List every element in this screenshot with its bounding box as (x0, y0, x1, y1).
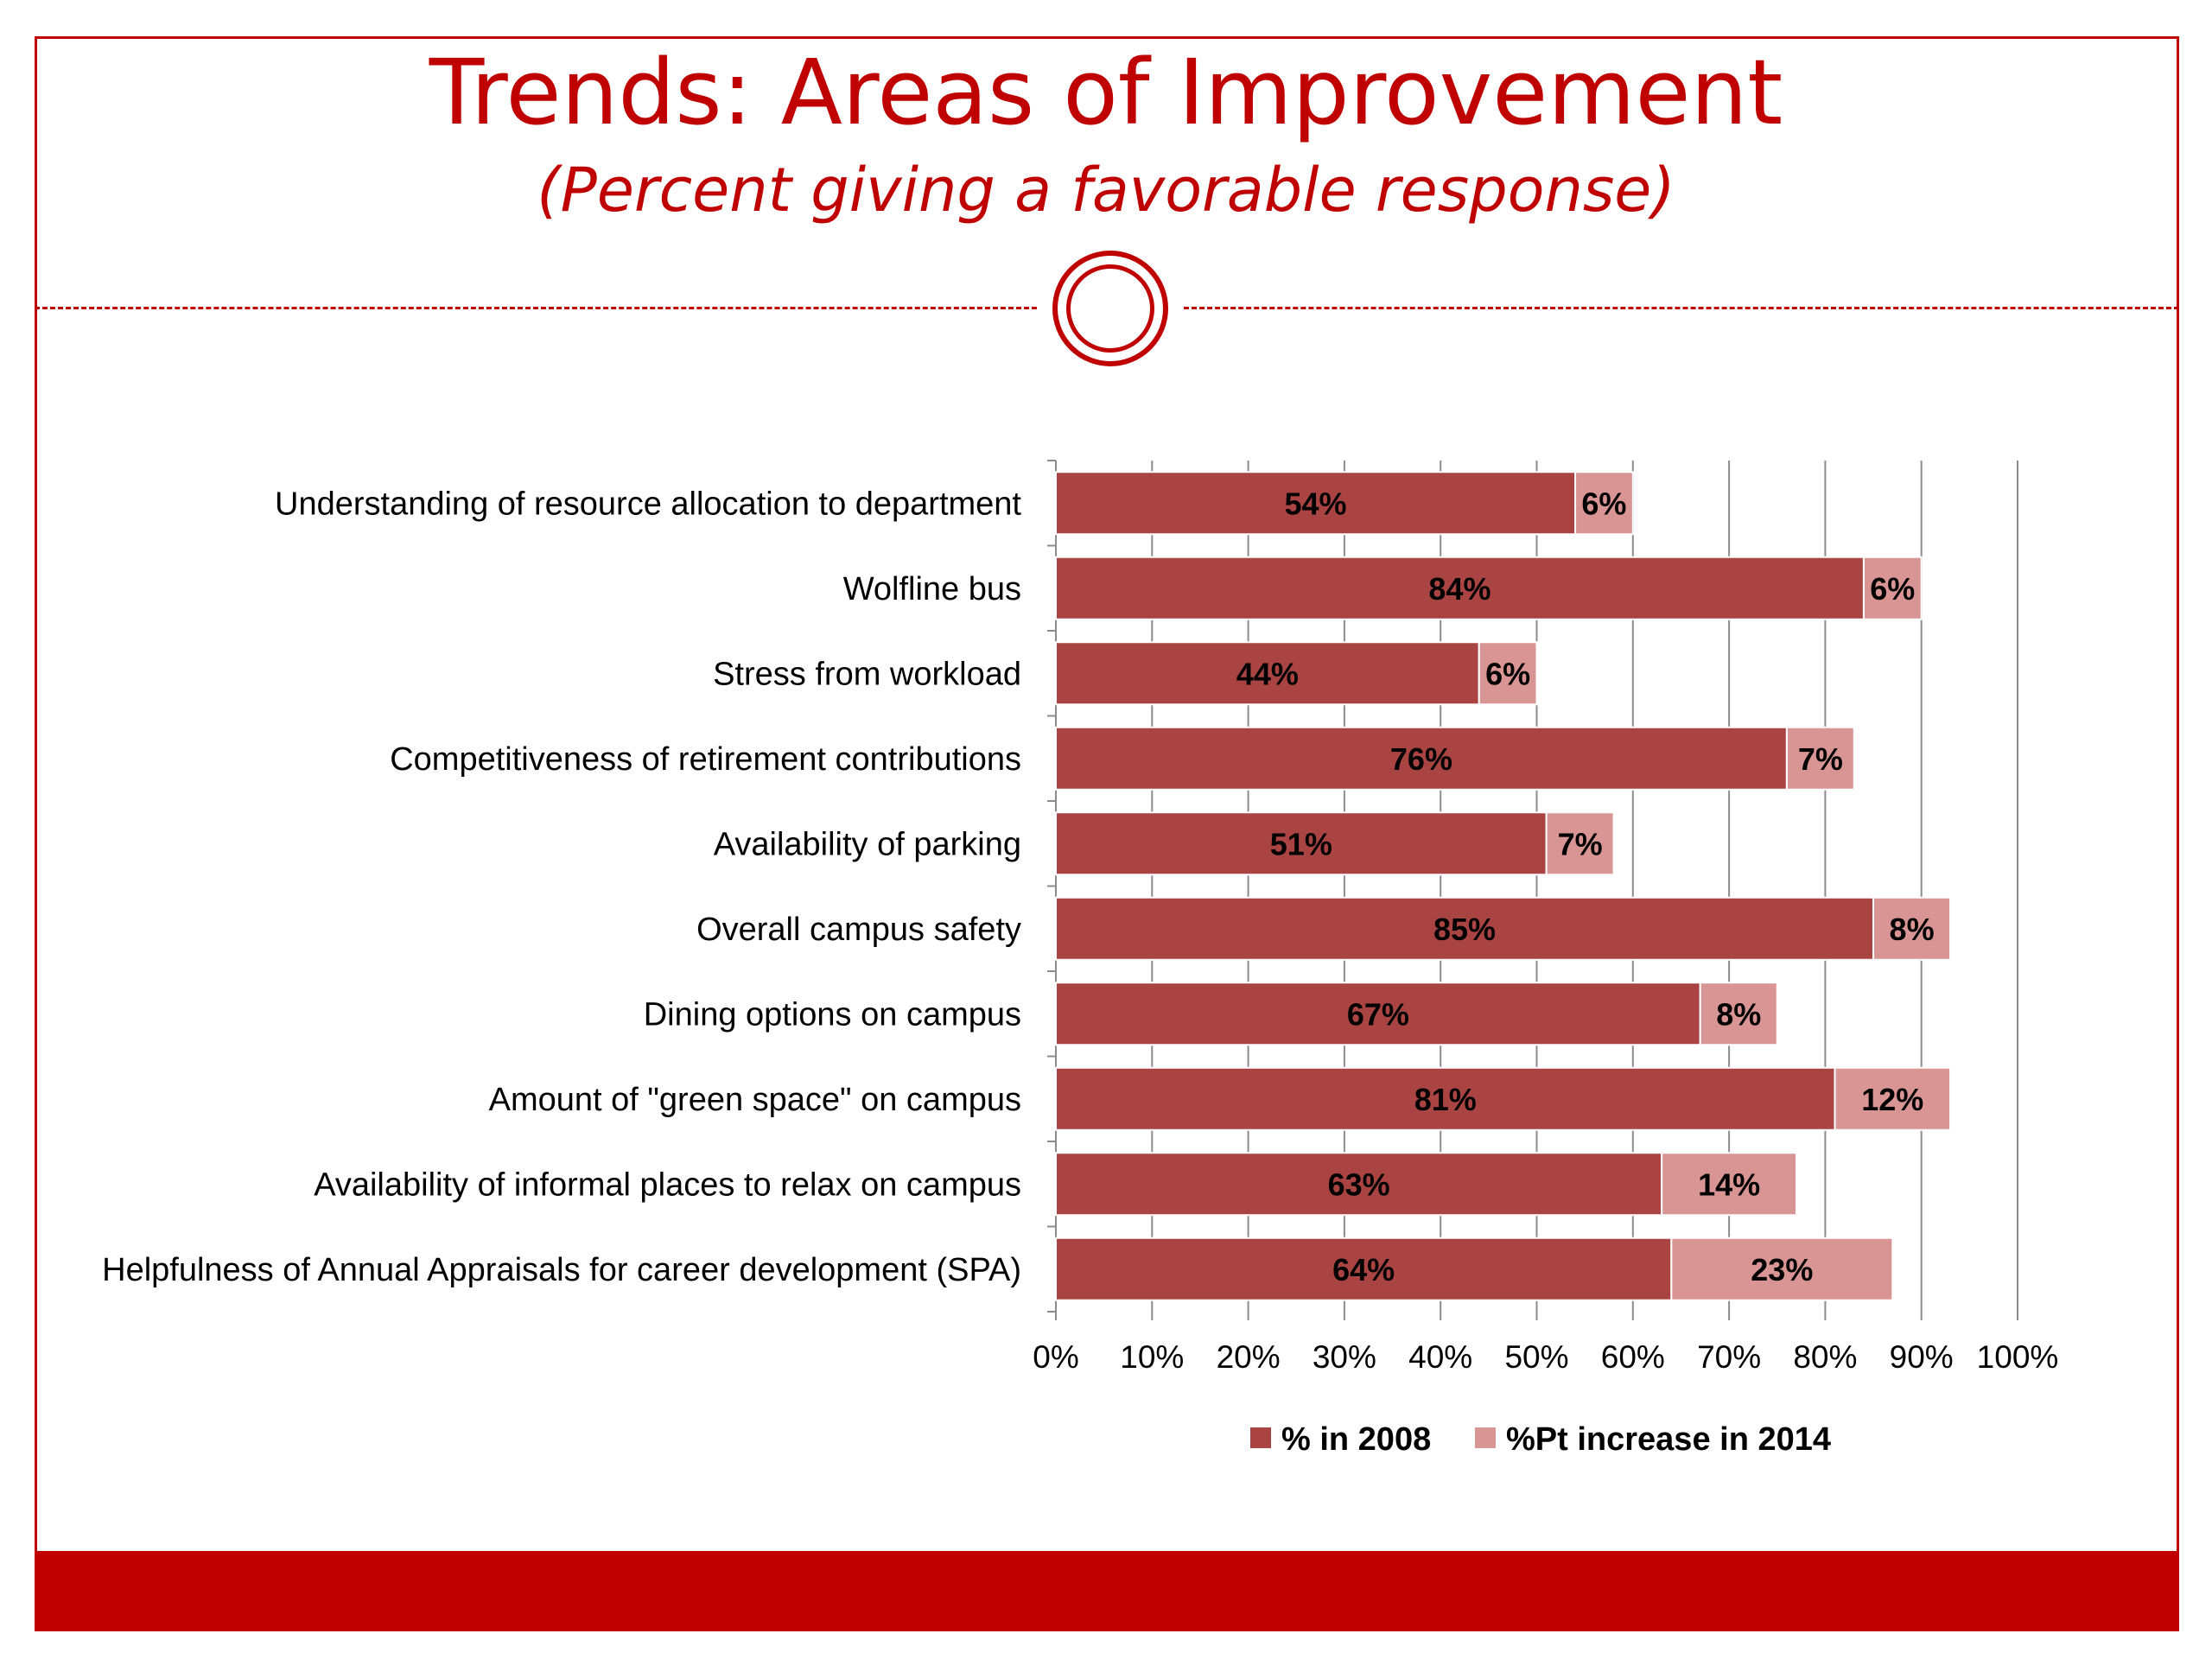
category-label: Availability of parking (714, 826, 1021, 862)
bar-increase-2014 (1862, 556, 1923, 620)
x-tick-label: 20% (1217, 1339, 1281, 1375)
category-label: Amount of "green space" on campus (489, 1082, 1021, 1118)
category-label: Stress from workload (713, 656, 1021, 692)
data-label: 8% (1716, 996, 1761, 1032)
bar-2008 (1055, 641, 1480, 706)
bar-increase-2014 (1699, 982, 1778, 1046)
category-label: Understanding of resource allocation to … (275, 486, 1021, 522)
bar-increase-2014 (1834, 1066, 1952, 1131)
data-label: 7% (1558, 826, 1603, 861)
bar-2008 (1055, 811, 1548, 876)
bar-increase-2014 (1574, 471, 1634, 536)
data-label: 23% (1751, 1252, 1813, 1287)
bar-increase-2014 (1785, 726, 1855, 791)
data-label: 64% (1332, 1252, 1395, 1287)
ring-ornament (1052, 251, 1168, 366)
x-tick-label: 30% (1313, 1339, 1376, 1375)
x-tick-label: 50% (1504, 1339, 1568, 1375)
category-label: Competitiveness of retirement contributi… (390, 741, 1021, 778)
data-label: 14% (1698, 1166, 1760, 1202)
data-label: 6% (1485, 656, 1530, 691)
category-label: Availability of informal places to relax… (314, 1166, 1021, 1203)
data-label: 8% (1890, 912, 1935, 947)
divider-line-right (1184, 307, 2179, 309)
footer-band (35, 1551, 2179, 1631)
data-label: 85% (1433, 912, 1496, 947)
x-tick-label: 40% (1408, 1339, 1472, 1375)
divider-line-left (35, 307, 1037, 309)
bar-2008 (1055, 556, 1865, 620)
data-label: 6% (1581, 486, 1626, 521)
x-tick-label: 80% (1793, 1339, 1857, 1375)
x-tick-label: 70% (1697, 1339, 1761, 1375)
data-label: 54% (1284, 486, 1346, 521)
bar-increase-2014 (1670, 1236, 1894, 1301)
data-label: 44% (1236, 656, 1299, 691)
data-label: 51% (1270, 826, 1332, 861)
bar-increase-2014 (1872, 896, 1952, 961)
bar-2008 (1055, 1236, 1673, 1301)
bar-2008 (1055, 471, 1577, 536)
x-tick-label: 60% (1601, 1339, 1665, 1375)
bar-increase-2014 (1545, 811, 1615, 876)
bar-2008 (1055, 1066, 1836, 1131)
legend-label: %Pt increase in 2014 (1506, 1421, 1831, 1458)
data-label: 67% (1347, 996, 1409, 1032)
x-tick-label: 90% (1890, 1339, 1954, 1375)
category-label: Wolfline bus (843, 571, 1021, 607)
bar-2008 (1055, 982, 1701, 1046)
bar-increase-2014 (1478, 641, 1538, 706)
category-label: Dining options on campus (644, 996, 1021, 1033)
legend-swatch (1475, 1427, 1496, 1448)
data-label: 7% (1798, 741, 1843, 777)
x-tick-label: 100% (1977, 1339, 2059, 1375)
bar-2008 (1055, 726, 1788, 791)
data-label: 6% (1870, 571, 1915, 607)
slide-title: Trends: Areas of Improvement (429, 40, 1783, 145)
slide-subtitle: (Percent giving a favorable response) (537, 155, 1675, 226)
ring-ornament-inner (1066, 264, 1154, 353)
category-label: Helpfulness of Annual Appraisals for car… (102, 1252, 1021, 1288)
data-label: 81% (1414, 1082, 1477, 1117)
bar-increase-2014 (1661, 1152, 1798, 1217)
data-label: 84% (1428, 571, 1491, 607)
category-label: Overall campus safety (696, 912, 1021, 948)
data-label: 76% (1390, 741, 1452, 777)
data-label: 63% (1328, 1166, 1390, 1202)
x-tick-label: 10% (1120, 1339, 1184, 1375)
x-tick-label: 0% (1033, 1339, 1078, 1375)
legend-swatch (1250, 1427, 1271, 1448)
bar-2008 (1055, 896, 1875, 961)
data-label: 12% (1861, 1082, 1923, 1117)
legend-label: % in 2008 (1281, 1421, 1431, 1458)
